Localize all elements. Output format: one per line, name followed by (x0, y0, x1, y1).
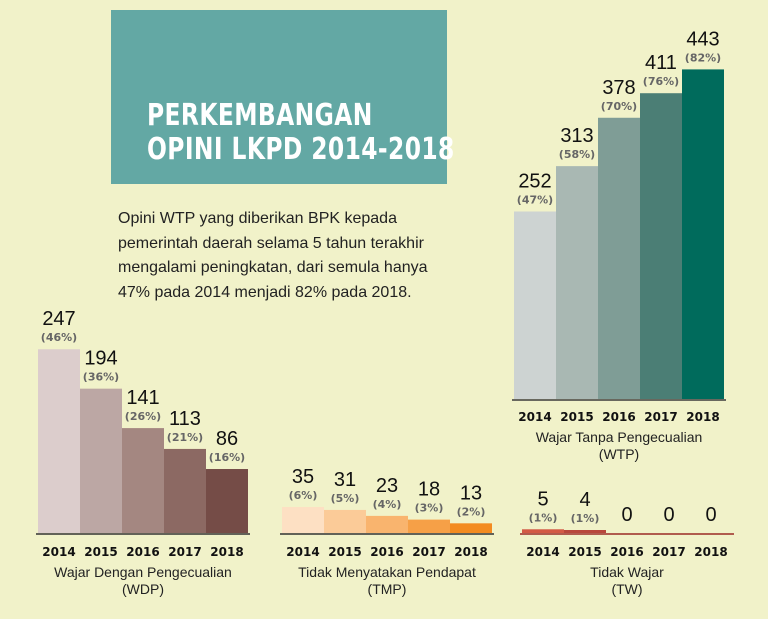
wdp-value-label: 141 (126, 387, 159, 409)
wdp-percent-label: (36%) (83, 371, 119, 384)
wtp-bar (514, 211, 556, 399)
wdp-bar (206, 469, 248, 533)
tw-bar (522, 529, 564, 533)
wdp-percent-label: (26%) (125, 410, 161, 423)
tw-value-label: 0 (621, 504, 632, 526)
wtp-value-label: 443 (686, 28, 719, 50)
tmp-value-label: 18 (418, 479, 440, 501)
wdp-percent-label: (21%) (167, 431, 203, 444)
wdp-caption: Wajar Dengan Pengecualian (54, 564, 232, 580)
wtp-percent-label: (47%) (517, 194, 553, 207)
tmp-year-label: 2014 (286, 545, 319, 559)
wtp-year-label: 2017 (644, 410, 677, 424)
tmp-year-label: 2016 (370, 545, 403, 559)
wtp-year-label: 2014 (518, 410, 551, 424)
tw-caption: Tidak Wajar (590, 564, 664, 580)
wtp-bar (682, 69, 724, 400)
wtp-percent-label: (82%) (685, 51, 721, 64)
wtp-year-label: 2015 (560, 410, 593, 424)
wdp-percent-label: (46%) (41, 331, 77, 344)
tmp-bar (366, 515, 408, 533)
tmp-year-label: 2018 (454, 545, 487, 559)
wdp-year-label: 2014 (42, 545, 75, 559)
tmp-bar (450, 523, 492, 533)
tmp-year-label: 2015 (328, 545, 361, 559)
wtp-year-label: 2016 (602, 410, 635, 424)
wtp-bar (640, 93, 682, 399)
tw-year-label: 2018 (694, 545, 727, 559)
tmp-year-label: 2017 (412, 545, 445, 559)
tmp-percent-label: (2%) (457, 505, 486, 518)
tw-bar (564, 530, 606, 533)
tmp-value-label: 35 (292, 466, 314, 488)
tw-year-label: 2014 (526, 545, 559, 559)
tw-value-label: 5 (537, 488, 548, 510)
wtp-value-label: 378 (602, 77, 635, 99)
wtp-bar (598, 117, 640, 399)
tmp-bar (282, 506, 324, 533)
wtp-year-label: 2018 (686, 410, 719, 424)
wdp-value-label: 86 (216, 428, 238, 450)
wdp-value-label: 113 (169, 408, 201, 430)
wdp-bar (80, 388, 122, 533)
title-line-1: PERKEMBANGAN (147, 98, 373, 133)
wtp-percent-label: (76%) (643, 75, 679, 88)
intro-line: 47% pada 2014 menjadi 82% pada 2018. (118, 283, 412, 301)
tmp-percent-label: (3%) (415, 502, 444, 515)
tw-value-label: 0 (705, 504, 716, 526)
tw-year-label: 2015 (568, 545, 601, 559)
tmp-value-label: 31 (334, 469, 356, 491)
tmp-percent-label: (5%) (331, 492, 360, 505)
wtp-value-label: 411 (645, 52, 677, 74)
tw-caption-abbr: (TW) (611, 581, 642, 597)
intro-paragraph: Opini WTP yang diberikan BPK kepada peme… (118, 207, 478, 305)
wdp-bar (164, 448, 206, 533)
tmp-bar (408, 519, 450, 533)
intro-line: pemerintah daerah selama 5 tahun terakhi… (118, 234, 424, 252)
wdp-year-label: 2015 (84, 545, 117, 559)
tw-percent-label: (1%) (529, 511, 558, 524)
tw-year-label: 2017 (652, 545, 685, 559)
tw-value-label: 4 (579, 489, 590, 511)
wdp-bar (38, 349, 80, 533)
wdp-percent-label: (16%) (209, 451, 245, 464)
tmp-percent-label: (6%) (289, 489, 318, 502)
wtp-value-label: 313 (560, 125, 593, 147)
wdp-value-label: 247 (42, 308, 75, 330)
wdp-caption-abbr: (WDP) (122, 581, 164, 597)
wtp-caption-abbr: (WTP) (599, 446, 639, 462)
intro-line: Opini WTP yang diberikan BPK kepada (118, 210, 397, 227)
tw-percent-label: (1%) (571, 512, 600, 525)
wdp-year-label: 2017 (168, 545, 201, 559)
wtp-percent-label: (58%) (559, 148, 595, 161)
tw-year-label: 2016 (610, 545, 643, 559)
wdp-value-label: 194 (84, 348, 117, 370)
wdp-bar (122, 428, 164, 533)
wtp-percent-label: (70%) (601, 100, 637, 113)
wdp-year-label: 2016 (126, 545, 159, 559)
wtp-value-label: 252 (518, 171, 551, 193)
tmp-value-label: 23 (376, 475, 398, 497)
tmp-percent-label: (4%) (373, 498, 402, 511)
tmp-caption-abbr: (TMP) (368, 581, 407, 597)
tmp-bar (324, 509, 366, 533)
wdp-year-label: 2018 (210, 545, 243, 559)
tmp-value-label: 13 (460, 482, 482, 504)
tmp-caption: Tidak Menyatakan Pendapat (298, 564, 476, 580)
title-line-2: OPINI LKPD 2014-2018 (147, 132, 455, 167)
intro-line: mengalami peningkatan, dari semula hanya (118, 259, 428, 276)
title-box: PERKEMBANGAN OPINI LKPD 2014-2018 (111, 10, 454, 184)
wtp-caption: Wajar Tanpa Pengecualian (536, 429, 703, 445)
tw-value-label: 0 (663, 504, 674, 526)
wtp-bar (556, 166, 598, 399)
